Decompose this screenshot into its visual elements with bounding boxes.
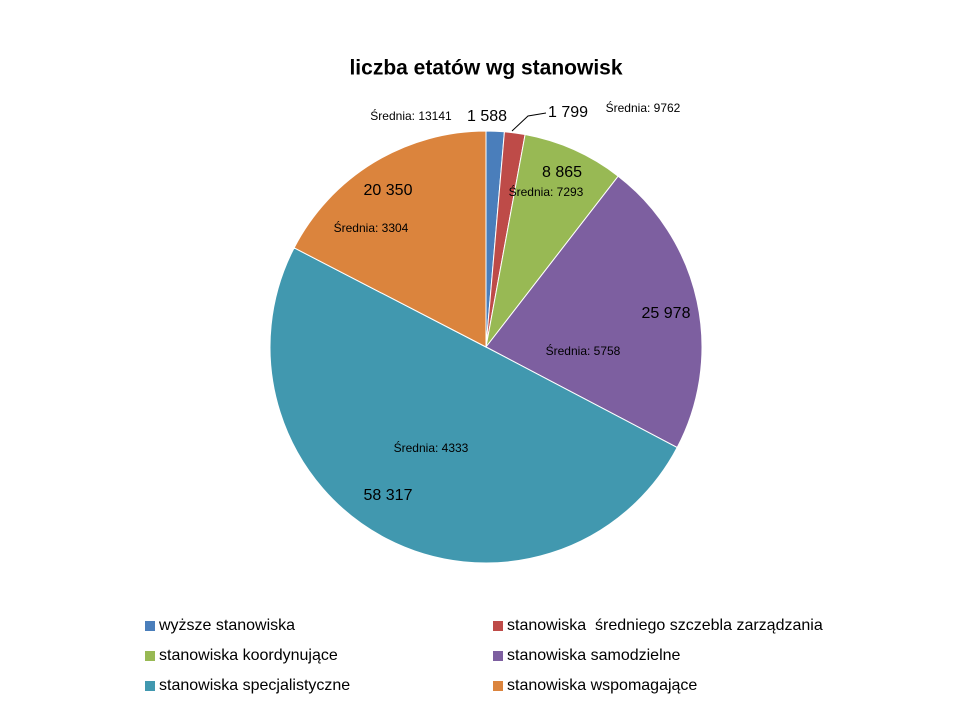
legend-swatch [145, 621, 155, 631]
value-label: 1 799 [548, 104, 588, 121]
leader-line [511, 112, 547, 132]
legend-label: stanowiska średniego szczebla zarządzani… [507, 617, 823, 634]
pie-slice [293, 130, 487, 348]
legend-label: wyższe stanowiska [158, 617, 295, 634]
chart-title: liczba etatów wg stanowisk [349, 57, 622, 80]
legend-swatch [493, 651, 503, 661]
legend-label: stanowiska koordynujące [159, 647, 338, 664]
annotation: Średnia: 3304 [334, 220, 409, 235]
legend-label: stanowiska samodzielne [507, 647, 681, 664]
value-label: 20 350 [364, 182, 413, 199]
legend-label: stanowiska wspomagające [507, 677, 697, 694]
annotation: Średnia: 13141 [370, 108, 452, 123]
value-label: 8 865 [542, 164, 582, 181]
legend-label: stanowiska specjalistyczne [159, 677, 350, 694]
annotation: Średnia: 5758 [546, 343, 621, 358]
value-label: 58 317 [364, 487, 413, 504]
value-label: 1 588 [467, 108, 507, 125]
annotation: Średnia: 9762 [606, 100, 681, 115]
annotation: Średnia: 7293 [509, 184, 584, 199]
value-label: 25 978 [642, 305, 691, 322]
pie-slice [485, 175, 703, 449]
legend-swatch [145, 681, 155, 691]
annotation: Średnia: 4333 [394, 440, 469, 455]
legend-swatch [493, 621, 503, 631]
legend-swatch [493, 681, 503, 691]
pie-slice [485, 133, 619, 348]
legend-swatch [145, 651, 155, 661]
pie-slice [269, 247, 678, 564]
